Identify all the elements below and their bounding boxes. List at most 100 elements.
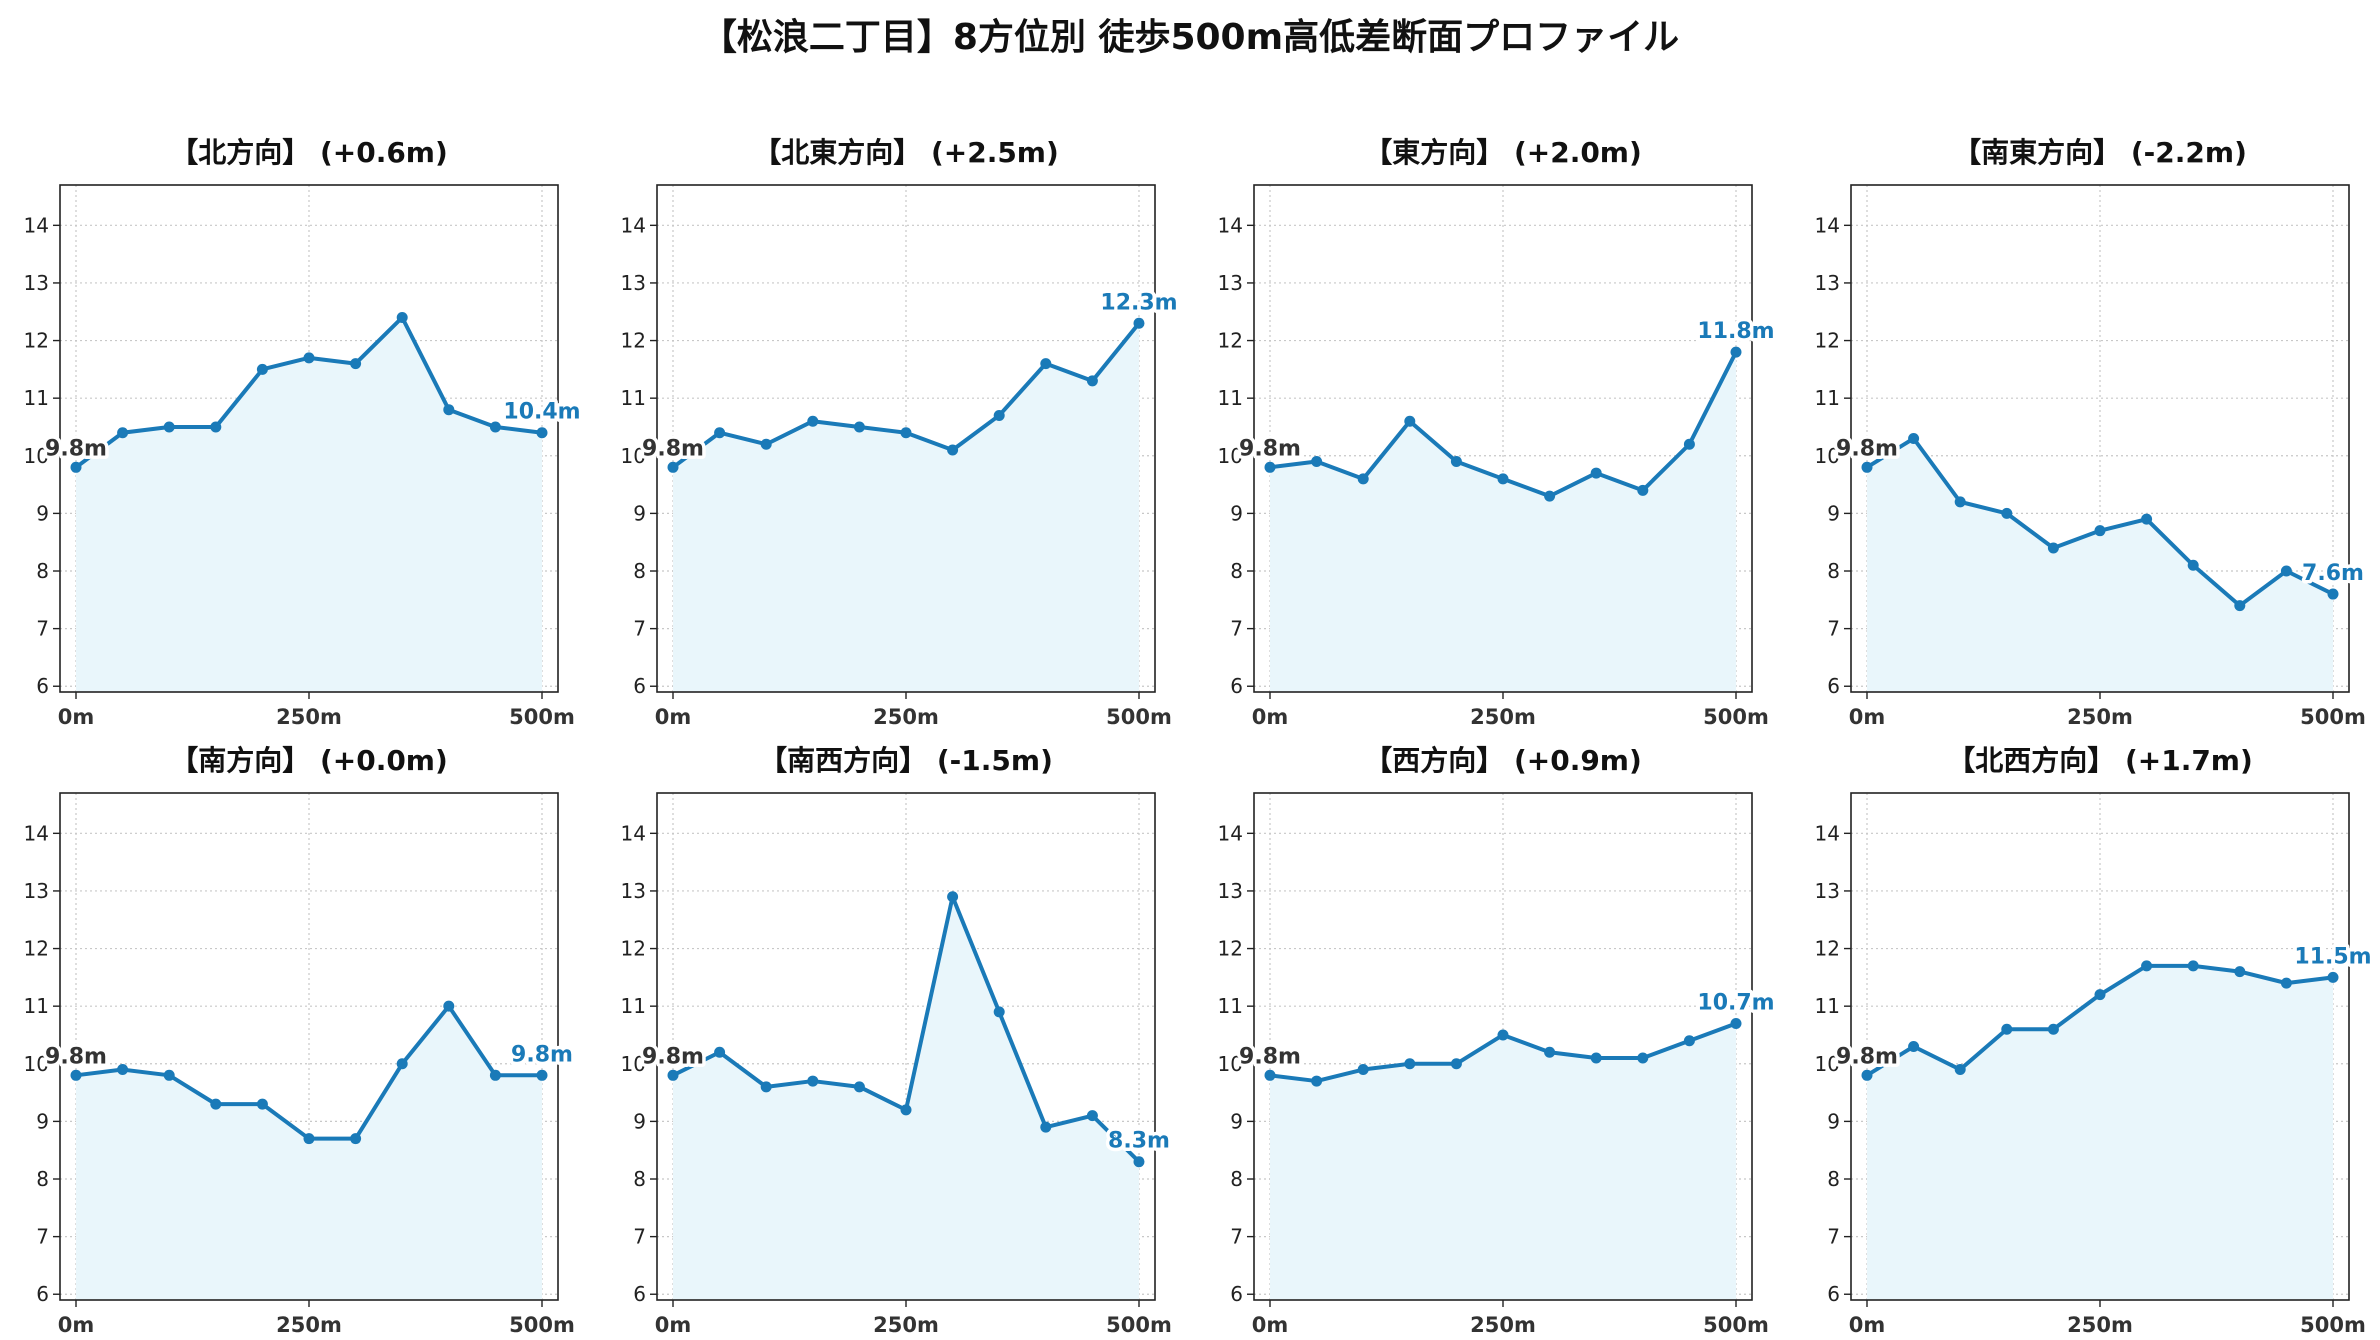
end-elevation-label: 11.8m [1697,319,1774,344]
data-point [1133,317,1145,329]
data-point [210,421,222,433]
data-point [256,1098,268,1110]
start-elevation-label: 9.8m [45,436,107,461]
y-tick-label: 8 [1230,559,1243,583]
data-point [2001,507,2013,519]
end-elevation-label: 8.3m [1108,1129,1170,1154]
data-point [396,1058,408,1070]
elevation-area [673,896,1139,1300]
y-tick-label: 10 [1218,444,1243,468]
data-point [1404,1058,1416,1070]
end-elevation-label: 12.3m [1100,290,1177,315]
y-tick-label: 6 [1230,1282,1243,1306]
y-tick-label: 7 [36,617,49,641]
data-point [396,312,408,324]
data-point [1311,1075,1323,1087]
data-point [807,415,819,427]
data-point [2280,565,2292,577]
y-tick-label: 10 [621,1052,646,1076]
y-tick-label: 10 [24,444,49,468]
y-tick-label: 14 [24,213,49,237]
x-tick-label: 250m [1470,1313,1536,1337]
data-point [70,1069,82,1081]
y-tick-label: 11 [621,386,646,410]
data-point [1730,1017,1742,1029]
y-tick-label: 14 [1218,821,1243,845]
chart-panel-5: 【南西方向】 (-1.5m) 6 7 8 9 10 11 12 13 14 0m 250m 500m 9.… [621,744,1174,1337]
data-point [163,421,175,433]
data-point [2327,971,2339,983]
data-point [443,1000,455,1012]
y-tick-label: 12 [1815,937,1840,961]
y-tick-label: 12 [1218,937,1243,961]
y-tick-label: 6 [1827,1282,1840,1306]
chart-panel-7: 【北西方向】 (+1.7m) 6 7 8 9 10 11 12 13 14 0m 250m 500m 9.… [1815,744,2376,1337]
data-point [2234,966,2246,978]
x-tick-label: 0m [1252,1313,1289,1337]
data-point [1357,1064,1369,1076]
data-point [1637,1052,1649,1064]
data-point [536,427,548,439]
data-point [1590,467,1602,479]
y-tick-label: 9 [1827,1109,1840,1133]
x-tick-label: 250m [1470,705,1536,729]
data-point [1954,496,1966,508]
y-tick-label: 9 [633,1109,646,1133]
x-tick-label: 0m [1252,705,1289,729]
y-tick-label: 9 [1230,1109,1243,1133]
data-point [1497,1029,1509,1041]
y-tick-label: 10 [1815,1052,1840,1076]
y-tick-label: 10 [1815,444,1840,468]
y-tick-label: 13 [1218,271,1243,295]
elevation-area [1270,352,1736,692]
data-point [2094,525,2106,537]
data-point [900,427,912,439]
y-tick-label: 14 [24,821,49,845]
y-tick-label: 11 [1218,386,1243,410]
data-point [489,421,501,433]
data-point [1908,1041,1920,1052]
panel-title: 【南西方向】 (-1.5m) [759,744,1053,777]
data-point [2187,559,2199,571]
data-point [1730,346,1742,358]
y-tick-label: 7 [36,1225,49,1249]
data-point [1086,375,1098,387]
elevation-area [1867,438,2333,692]
elevation-area [76,317,542,692]
end-elevation-label: 10.4m [503,400,580,425]
data-point [2141,960,2153,972]
data-point [117,427,129,439]
data-point [1264,461,1276,473]
data-point [2047,1023,2059,1035]
y-tick-label: 12 [1218,329,1243,353]
panel-title: 【西方向】 (+0.9m) [1364,744,1642,777]
data-point [210,1098,222,1110]
data-point [303,352,315,364]
y-tick-label: 8 [1230,1167,1243,1191]
x-tick-label: 250m [2067,1313,2133,1337]
x-tick-label: 500m [509,1313,575,1337]
data-point [2141,513,2153,525]
data-point [1908,433,1920,444]
data-point [947,891,959,903]
end-elevation-label: 11.5m [2294,944,2371,969]
start-elevation-label: 9.8m [1239,436,1301,461]
data-point [1544,490,1556,502]
data-point [807,1075,819,1087]
start-elevation-label: 9.8m [1836,1044,1898,1069]
start-elevation-label: 9.8m [1239,1044,1301,1069]
data-point [1954,1064,1966,1076]
x-tick-label: 0m [58,1313,95,1337]
data-point [900,1104,912,1116]
end-elevation-label: 7.6m [2302,561,2364,586]
start-elevation-label: 9.8m [1836,436,1898,461]
y-tick-label: 6 [1230,674,1243,698]
data-point [1040,358,1052,370]
y-tick-label: 10 [1218,1052,1243,1076]
y-tick-label: 14 [1218,213,1243,237]
y-tick-label: 12 [621,329,646,353]
y-tick-label: 6 [1827,674,1840,698]
data-point [1086,1110,1098,1122]
elevation-area [673,323,1139,692]
panel-title: 【南方向】 (+0.0m) [170,744,448,777]
